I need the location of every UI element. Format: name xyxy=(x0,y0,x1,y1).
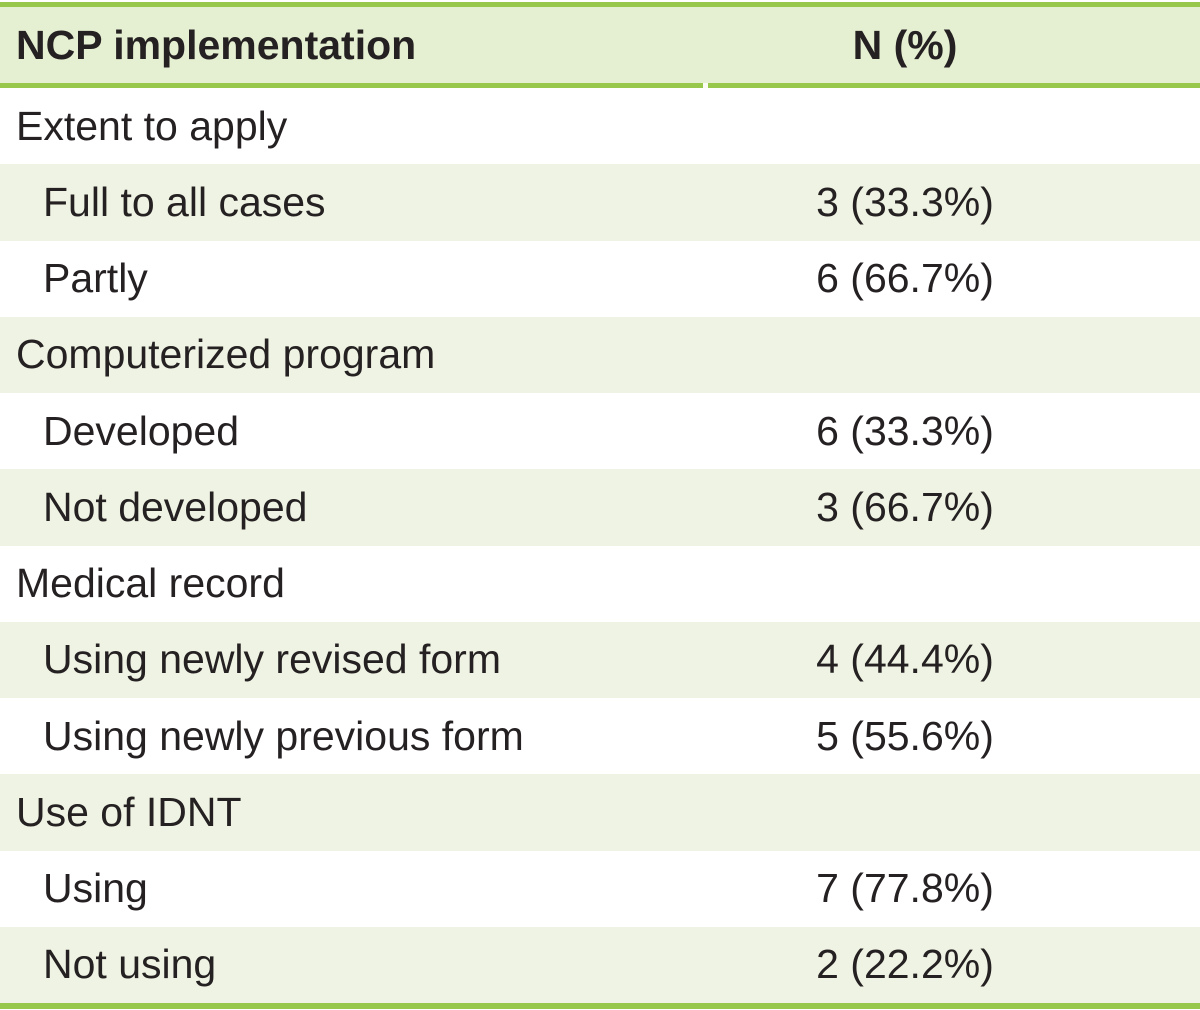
table-row: Not developed 3 (66.7%) xyxy=(0,469,1200,546)
table-row: Developed 6 (33.3%) xyxy=(0,393,1200,470)
column-header-ncp-implementation: NCP implementation xyxy=(16,21,417,68)
table-row: Use of IDNT xyxy=(0,774,1200,851)
row-value: 4 (44.4%) xyxy=(816,636,994,683)
table-row: Full to all cases 3 (33.3%) xyxy=(0,164,1200,241)
row-label: Extent to apply xyxy=(16,102,288,149)
row-label: Computerized program xyxy=(16,331,436,378)
table-row: Partly 6 (66.7%) xyxy=(0,240,1200,317)
table-row: Using 7 (77.8%) xyxy=(0,850,1200,927)
row-label: Not using xyxy=(43,941,217,988)
row-value: 2 (22.2%) xyxy=(816,941,994,988)
row-value: 5 (55.6%) xyxy=(816,712,994,759)
table-row: Extent to apply xyxy=(0,88,1200,165)
row-label: Partly xyxy=(43,255,148,302)
table-row: Using newly revised form 4 (44.4%) xyxy=(0,621,1200,698)
row-label: Using newly revised form xyxy=(43,636,501,683)
table-body: Extent to apply Full to all cases 3 (33.… xyxy=(0,88,1200,1003)
row-value: 6 (33.3%) xyxy=(816,407,994,454)
table-row: Not using 2 (22.2%) xyxy=(0,926,1200,1003)
row-value: 3 (66.7%) xyxy=(816,483,994,530)
row-label: Using newly previous form xyxy=(43,712,524,759)
header-divider-rule xyxy=(0,83,1200,88)
table-bottom-border xyxy=(0,1003,1200,1009)
row-label: Full to all cases xyxy=(43,178,326,225)
table-top-border xyxy=(0,2,1200,7)
header-divider-gap xyxy=(703,83,708,88)
table-row: Medical record xyxy=(0,545,1200,622)
row-label: Medical record xyxy=(16,560,285,607)
row-value: 7 (77.8%) xyxy=(816,865,994,912)
column-header-n-percent: N (%) xyxy=(852,21,958,68)
row-label: Developed xyxy=(43,407,240,454)
row-label: Use of IDNT xyxy=(16,788,242,835)
table-header-row: NCP implementation N (%) xyxy=(0,7,1200,83)
row-value: 3 (33.3%) xyxy=(816,178,994,225)
table-row: Computerized program xyxy=(0,316,1200,393)
row-value: 6 (66.7%) xyxy=(816,255,994,302)
row-label: Using xyxy=(43,865,148,912)
row-label: Not developed xyxy=(43,483,308,530)
table-row: Using newly previous form 5 (55.6%) xyxy=(0,698,1200,775)
